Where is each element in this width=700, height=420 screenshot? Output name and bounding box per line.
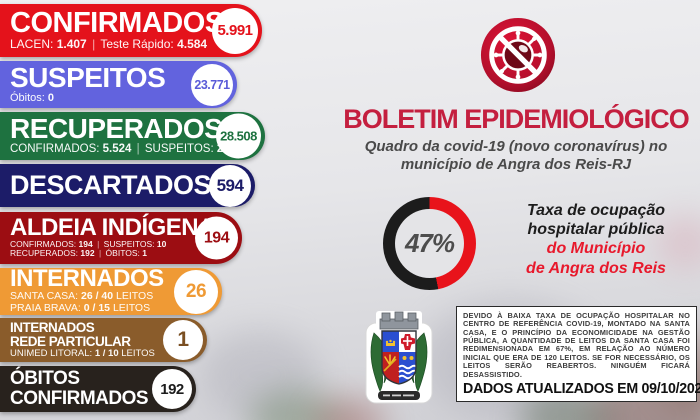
- detail-label: Óbitos:: [10, 91, 45, 104]
- row-detail: RECUPERADOS: 192 | ÓBITOS: 1: [10, 249, 242, 259]
- data-updated-banner: DADOS ATUALIZADOS EM 09/10/2020: [463, 380, 700, 397]
- count-badge: 23.771: [191, 63, 233, 106]
- stat-row-obitos-confirmados: ÓBITOS CONFIRMADOS 192: [0, 366, 196, 412]
- detail-label: CONFIRMADOS:: [10, 238, 77, 249]
- detail-suffix: LEITOS: [116, 290, 154, 303]
- stat-row-internados: INTERNADOS SANTA CASA: 26 / 40 LEITOS PR…: [0, 265, 222, 315]
- background-blur: [315, 398, 385, 420]
- page-subtitle: Quadro da covid-19 (novo coronavírus) no…: [336, 138, 696, 173]
- occupancy-caption: Taxa de ocupação hospitalar pública do M…: [498, 201, 694, 278]
- row-detail: UNIMED LITORAL: 1 / 10 LEITOS: [10, 347, 207, 360]
- subtitle-line1: Quadro da covid-19 (novo coronavírus) no: [364, 138, 668, 155]
- notice-box: DEVIDO À BAIXA TAXA DE OCUPAÇÃO HOSPITAL…: [456, 306, 700, 402]
- count-badge: 28.508: [216, 113, 261, 159]
- detail-label: CONFIRMADOS:: [10, 142, 100, 155]
- caption-line: do Município: [546, 240, 646, 258]
- no-coronavirus-icon: [479, 16, 557, 94]
- row-title: RECUPERADOS: [10, 113, 223, 145]
- detail-value: 10: [156, 238, 167, 249]
- detail-label: SUSPEITOS:: [103, 238, 155, 249]
- gauge-value: 47%: [404, 228, 455, 258]
- detail-label: PRAIA BRAVA:: [10, 301, 81, 314]
- detail-label: RECUPERADOS:: [10, 248, 79, 259]
- detail-value: 5.524: [102, 142, 132, 155]
- detail-value: 26 / 40: [81, 290, 114, 303]
- background-blur: [200, 330, 320, 420]
- detail-label: UNIMED LITORAL:: [10, 347, 93, 359]
- detail-value: 192: [80, 248, 95, 259]
- row-detail: SANTA CASA: 26 / 40 LEITOS: [10, 290, 222, 303]
- separator: |: [97, 238, 100, 249]
- row-detail: Óbitos: 0: [10, 92, 237, 104]
- row-detail: PRAIA BRAVA: 0 / 15 LEITOS: [10, 301, 222, 315]
- stat-row-aldeia-indigena: ALDEIA INDÍGENA CONFIRMADOS: 194 | SUSPE…: [0, 212, 242, 264]
- detail-value: 1 / 10: [94, 347, 119, 359]
- row-title: ÓBITOS: [10, 368, 80, 390]
- stat-row-descartados: DESCARTADOS 594: [0, 164, 255, 207]
- detail-label: LACEN:: [10, 36, 54, 51]
- row-detail: CONFIRMADOS: 194 | SUSPEITOS: 10: [10, 238, 242, 250]
- row-title: INTERNADOS: [10, 319, 95, 335]
- notice-text: DEVIDO À BAIXA TAXA DE OCUPAÇÃO HOSPITAL…: [463, 311, 690, 379]
- detail-value: 1.407: [56, 36, 87, 51]
- row-title-line2: CONFIRMADOS: [10, 388, 149, 409]
- row-detail: LACEN: 1.407 | Teste Rápido: 4.584: [10, 36, 262, 51]
- caption-line: Taxa de ocupação: [526, 202, 666, 219]
- detail-value: 1: [142, 248, 147, 259]
- subtitle-line2: município de Angra dos Reis-RJ: [400, 155, 632, 173]
- detail-label: SUSPEITOS:: [144, 142, 214, 155]
- row-title: CONFIRMADOS: [10, 7, 224, 39]
- detail-suffix: LEITOS: [112, 301, 151, 314]
- occupancy-donut-gauge: 47%: [383, 197, 476, 290]
- page-title: BOLETIM EPIDEMIOLÓGICO: [343, 104, 690, 134]
- separator: |: [92, 36, 96, 51]
- row-title: INTERNADOS: [10, 265, 164, 293]
- detail-value: 0 / 15: [83, 301, 111, 314]
- detail-label: SANTA CASA:: [10, 290, 79, 303]
- row-title: DESCARTADOS: [10, 169, 212, 200]
- count-badge: 1: [163, 320, 203, 360]
- row-title: ALDEIA INDÍGENA: [10, 214, 215, 242]
- count-badge: 5.991: [212, 7, 258, 54]
- detail-value: 4.584: [177, 36, 208, 51]
- detail-suffix: LEITOS: [121, 347, 155, 359]
- background-blur: [655, 215, 700, 270]
- gauge-hole: 47%: [395, 209, 464, 278]
- count-badge: 192: [152, 369, 192, 409]
- detail-value: 0: [47, 91, 55, 104]
- separator: |: [98, 248, 102, 259]
- detail-label: ÓBITOS:: [105, 248, 140, 259]
- stat-row-suspeitos: SUSPEITOS Óbitos: 0 23.771: [0, 61, 237, 108]
- stat-row-recuperados: RECUPERADOS CONFIRMADOS: 5.524 | SUSPEIT…: [0, 112, 265, 160]
- row-title: SUSPEITOS: [10, 62, 166, 94]
- count-badge: 26: [174, 269, 218, 314]
- caption-line: hospitalar pública: [527, 221, 665, 239]
- stat-row-confirmados: CONFIRMADOS LACEN: 1.407 | Teste Rápido:…: [0, 4, 262, 57]
- angra-dos-reis-coat-of-arms: [356, 307, 442, 409]
- detail-value: 194: [78, 238, 93, 249]
- detail-label: Teste Rápido:: [100, 36, 174, 51]
- row-title-line2: REDE PARTICULAR: [10, 333, 131, 349]
- separator: |: [136, 142, 140, 155]
- count-badge: 194: [195, 216, 238, 260]
- count-badge: 594: [209, 164, 251, 207]
- caption-line: de Angra dos Reis: [526, 259, 666, 277]
- stat-row-internados-rede-particular: INTERNADOS REDE PARTICULAR UNIMED LITORA…: [0, 318, 207, 362]
